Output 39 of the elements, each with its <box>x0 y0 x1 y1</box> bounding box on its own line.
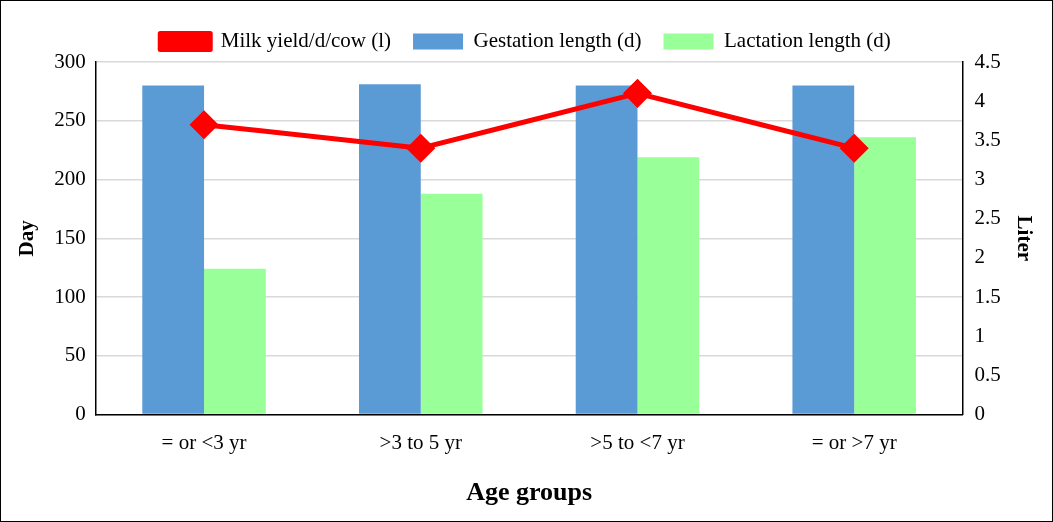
y2-tick-label: 2.5 <box>974 205 1001 230</box>
x-axis-title: Age groups <box>466 477 593 507</box>
legend-label: Gestation length (d) <box>473 28 642 53</box>
point <box>407 134 435 162</box>
y-tick-label: 300 <box>54 48 86 73</box>
y2-tick-label: 4.5 <box>974 48 1001 73</box>
bar <box>792 85 855 414</box>
bar <box>420 193 483 414</box>
y-tick-label: 0 <box>75 401 86 426</box>
y-tick-label: 200 <box>54 166 86 191</box>
bar <box>854 137 916 414</box>
y2-tick-label: 0 <box>974 401 986 426</box>
x-tick-label: = or <3 yr <box>161 429 247 454</box>
bar <box>204 268 266 414</box>
legend-label: Milk yield/d/cow (l) <box>220 28 392 53</box>
y-tick-label: 50 <box>64 342 86 367</box>
legend-label: Lactation length (d) <box>724 28 891 53</box>
point <box>623 79 651 107</box>
x-tick-label: >5 to <7 yr <box>590 429 685 454</box>
bar <box>637 157 700 414</box>
x-tick-label: >3 to 5 yr <box>379 429 462 454</box>
y-axis-title: Day <box>14 219 39 257</box>
bar <box>142 85 205 414</box>
y2-tick-label: 4 <box>974 87 986 112</box>
bar <box>575 85 638 414</box>
y2-tick-label: 3.5 <box>974 126 1001 151</box>
y2-tick-label: 2 <box>974 244 986 269</box>
x-tick-label: = or >7 yr <box>811 429 897 454</box>
y2-tick-label: 1.5 <box>974 283 1001 308</box>
y2-axis-title: Liter <box>1012 215 1037 262</box>
bar <box>359 84 421 414</box>
y2-tick-label: 0.5 <box>974 361 1001 386</box>
y2-tick-label: 3 <box>974 166 986 191</box>
y-tick-label: 250 <box>54 107 86 132</box>
y2-tick-label: 1 <box>974 322 986 347</box>
y-tick-label: 150 <box>54 224 86 249</box>
point <box>840 134 868 162</box>
point <box>190 111 218 139</box>
y-tick-label: 100 <box>54 283 86 308</box>
